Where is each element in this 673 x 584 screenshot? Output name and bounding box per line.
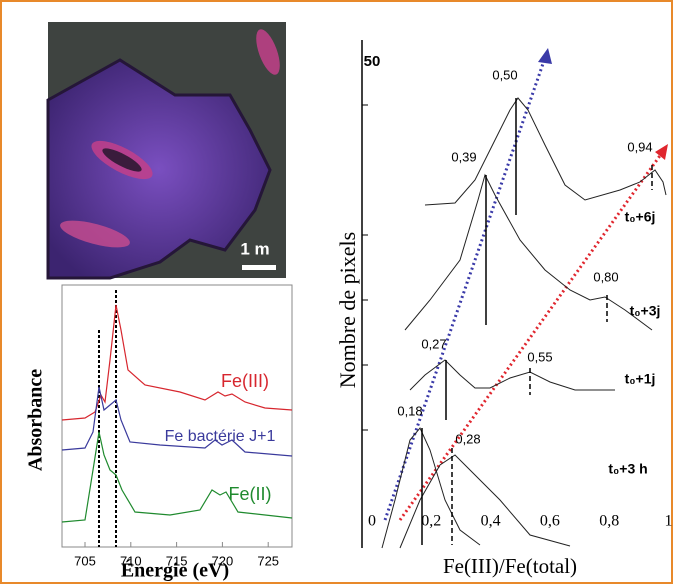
y-tick-label: 50 <box>364 53 381 70</box>
peak-label: 0,39 <box>451 149 476 164</box>
peak-label: 0,80 <box>593 269 618 284</box>
y-axis-label: Nombre de pixels <box>335 232 360 388</box>
xanes-plot: Fe(III) Fe bactérie J+1 Fe(II) Absorbanc… <box>25 284 293 582</box>
x-tick-label: 710 <box>120 553 142 568</box>
micrograph: 1 m <box>46 22 286 280</box>
time-label: t₀+3j <box>630 303 661 319</box>
peak-label: 0,94 <box>627 139 652 154</box>
time-label: t₀+1j <box>625 371 656 387</box>
x-tick-label: 0 <box>368 513 376 530</box>
x-tick-label: 0,4 <box>481 513 501 530</box>
peak-label: 0,55 <box>527 349 552 364</box>
time-label: t₀+6j <box>625 209 656 225</box>
x-tick-label: 0,2 <box>421 513 441 530</box>
peak-label: 0,28 <box>455 431 480 446</box>
x-tick-label: 0,8 <box>599 513 619 530</box>
x-axis-label: Énergie (eV) <box>121 559 229 582</box>
y-axis-label: Absorbance <box>25 369 47 471</box>
time-label: t₀+3 h <box>608 461 647 477</box>
peak-label: 0,27 <box>421 336 446 351</box>
curve-label: Fe bactérie J+1 <box>165 428 276 445</box>
curve-label: Fe(III) <box>221 371 269 391</box>
curve-label: Fe(II) <box>229 484 272 504</box>
x-axis-label: Fe(III)/Fe(total) <box>443 554 577 578</box>
scale-label: 1 m <box>240 239 269 258</box>
x-tick-label: 725 <box>257 553 279 568</box>
x-tick-label: 705 <box>74 553 96 568</box>
peak-label: 0,50 <box>492 67 517 82</box>
x-tick-label: 720 <box>212 553 234 568</box>
x-tick-label: 0,6 <box>540 513 560 530</box>
peak-label: 0,18 <box>397 403 422 418</box>
x-tick-label: 715 <box>166 553 188 568</box>
x-tick-label: 1 <box>665 513 673 530</box>
ratio-plot: 50 0,180,280,270,550,390,800,500,94t₀+3 … <box>335 40 673 578</box>
